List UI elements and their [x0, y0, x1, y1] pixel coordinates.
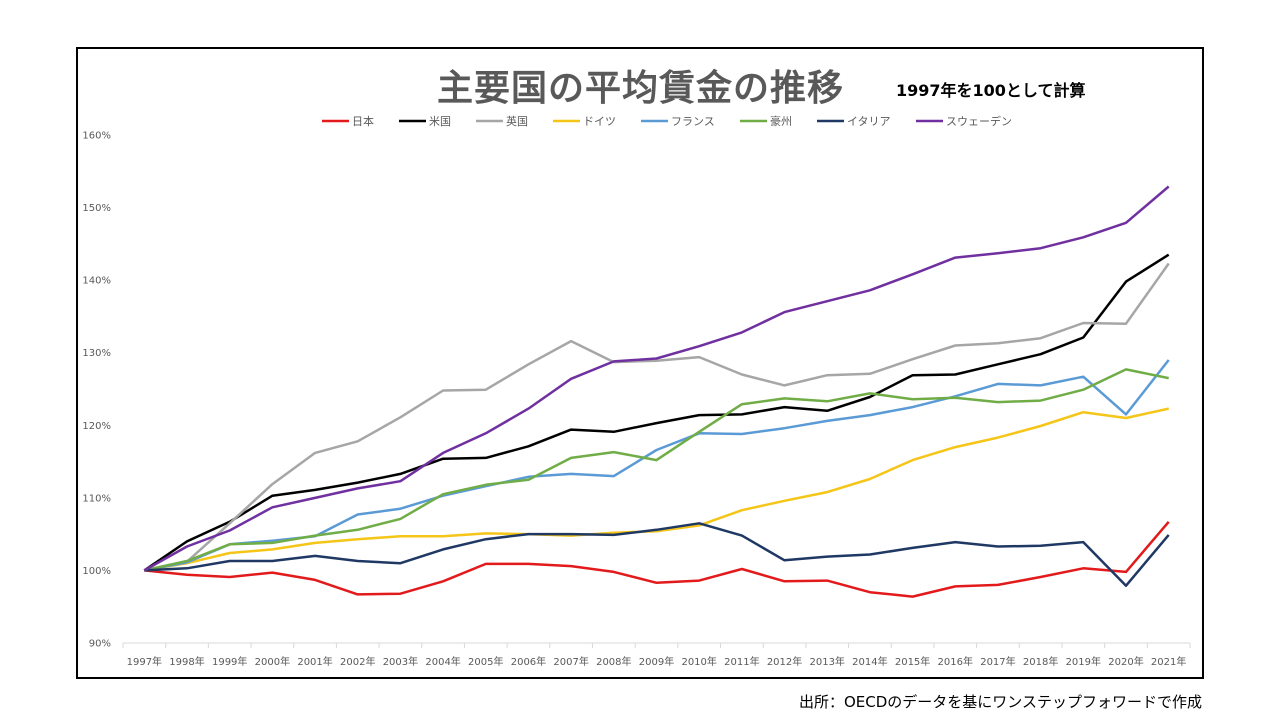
x-tick-label: 2017年: [980, 655, 1015, 668]
chart-frame: [76, 47, 1204, 679]
series-line-スウェーデン: [143, 185, 1170, 572]
x-tick-label: 2013年: [809, 655, 844, 668]
x-tick-label: 2010年: [681, 655, 716, 668]
legend-label: フランス: [671, 115, 715, 128]
series-line-米国: [143, 253, 1170, 572]
x-tick-label: 2003年: [383, 655, 418, 668]
x-tick-label: 2000年: [255, 655, 290, 668]
x-tick-label: 2018年: [1023, 655, 1058, 668]
legend-label: 米国: [429, 115, 451, 128]
legend-label: 英国: [506, 114, 528, 128]
y-tick-label: 110%: [82, 493, 111, 504]
x-tick-label: 1997年: [127, 655, 162, 668]
y-tick-label: 90%: [89, 639, 111, 650]
legend-label: スウェーデン: [946, 114, 1012, 128]
chart-title: 主要国の平均賃金の推移: [437, 68, 845, 109]
x-tick-label: 1999年: [212, 655, 247, 668]
y-tick-label: 140%: [82, 276, 111, 287]
x-tick-label: 2016年: [938, 655, 973, 668]
legend-label: 豪州: [770, 114, 792, 128]
series-line-イタリア: [144, 522, 1170, 587]
chart-subtitle: 1997年を100として計算: [896, 81, 1086, 100]
x-tick-label: 2005年: [468, 655, 503, 668]
y-tick-label: 130%: [82, 348, 111, 359]
x-tick-label: 2009年: [639, 655, 674, 668]
x-tick-label: 2015年: [895, 655, 930, 668]
x-tick-label: 2006年: [511, 655, 546, 668]
y-tick-label: 150%: [82, 203, 111, 214]
x-tick-label: 2011年: [724, 655, 759, 668]
x-tick-label: 2012年: [767, 655, 802, 668]
y-tick-label: 100%: [82, 566, 111, 577]
x-tick-label: 2007年: [553, 655, 588, 668]
x-tick-label: 2021年: [1151, 655, 1186, 668]
source-credit: 出所：OECDのデータを基にワンステップフォワードで作成: [798, 693, 1202, 711]
legend-label: 日本: [352, 114, 374, 128]
series-line-ドイツ: [144, 407, 1169, 572]
y-tick-label: 120%: [82, 421, 111, 432]
legend-label: イタリア: [847, 115, 891, 128]
legend-label: ドイツ: [583, 115, 616, 128]
x-tick-label: 2020年: [1108, 655, 1143, 668]
x-tick-label: 2008年: [596, 655, 631, 668]
x-tick-label: 2019年: [1066, 655, 1101, 668]
series-line-英国: [144, 262, 1170, 572]
x-tick-label: 2002年: [340, 655, 375, 668]
x-tick-label: 2014年: [852, 655, 887, 668]
x-tick-label: 2001年: [297, 655, 332, 668]
series-line-日本: [144, 520, 1170, 598]
x-tick-label: 2004年: [425, 655, 460, 668]
x-tick-label: 1998年: [169, 655, 204, 668]
series-line-豪州: [144, 368, 1169, 572]
y-tick-label: 160%: [82, 131, 111, 142]
